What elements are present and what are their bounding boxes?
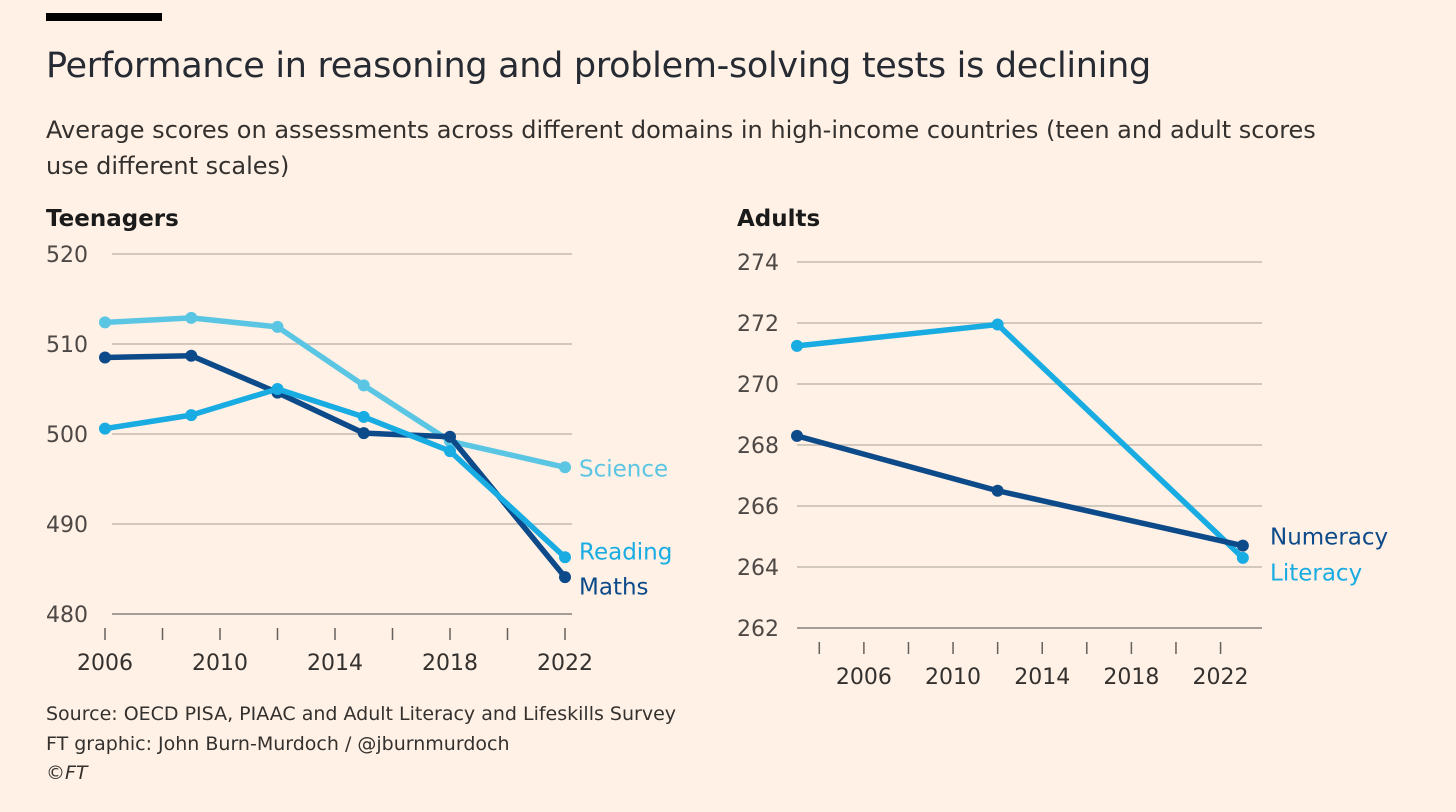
footer: Source: OECD PISA, PIAAC and Adult Liter… [46,700,676,789]
x-tick-label: 2010 [925,665,981,690]
y-tick-label: 266 [737,495,779,520]
data-point-science [99,316,111,329]
y-tick-label: 272 [737,312,779,337]
chart-subtitle: Average scores on assessments across dif… [46,116,1316,180]
data-point-maths [357,427,370,440]
ft-brand-bar [46,13,162,21]
series-line-science [104,315,566,470]
panel-title: Adults [737,206,820,232]
y-tick-label: 270 [737,373,779,398]
data-point-maths [99,351,111,364]
series-label-literacy: Literacy [1270,561,1362,587]
data-point-reading [444,445,456,458]
series-label-numeracy: Numeracy [1270,525,1388,551]
series-line-reading [104,386,567,560]
data-point-science [559,461,571,474]
series-label-maths: Maths [579,574,649,600]
series-label-science: Science [579,456,668,482]
y-tick-label: 480 [46,603,88,628]
data-point-science [271,320,284,333]
x-tick-label: 2018 [422,651,478,676]
data-point-literacy [991,318,1004,331]
x-tick-label: 2006 [77,651,133,676]
x-tick-label: 2006 [836,665,892,690]
series-label-reading: Reading [579,539,672,565]
data-point-literacy [1236,551,1249,564]
y-tick-label: 510 [46,333,88,358]
y-tick-label: 520 [46,243,88,268]
y-tick-label: 500 [46,423,88,448]
y-tick-label: 274 [737,251,779,276]
chart-title: Performance in reasoning and problem-sol… [46,46,1151,86]
data-point-maths [185,349,198,362]
x-tick-label: 2014 [1014,665,1070,690]
series-line-literacy [796,321,1245,560]
data-point-reading [271,383,284,395]
x-tick-label: 2018 [1103,665,1159,690]
data-point-numeracy [791,429,803,442]
series-line-maths [104,352,568,579]
source-note: Source: OECD PISA, PIAAC and Adult Liter… [46,703,677,725]
data-point-maths [559,571,571,584]
data-point-numeracy [991,484,1004,497]
y-tick-label: 268 [737,434,779,459]
y-tick-label: 262 [737,617,779,642]
y-tick-label: 490 [46,513,88,538]
credit-note: FT graphic: John Burn-Murdoch / @jburnmu… [46,732,510,755]
data-point-maths [444,430,456,443]
data-point-numeracy [1236,539,1249,552]
y-tick-label: 264 [737,556,779,581]
data-point-reading [99,422,111,435]
data-point-literacy [791,339,803,352]
data-point-reading [185,409,198,422]
x-tick-label: 2022 [537,651,593,676]
data-point-science [357,379,370,392]
data-point-reading [559,551,571,564]
data-point-reading [357,410,370,423]
x-tick-label: 2010 [192,651,248,676]
data-point-science [185,311,198,324]
panel-title: Teenagers [46,206,179,232]
x-tick-label: 2014 [307,651,363,676]
copyright-note: ©FT [46,762,88,784]
x-tick-label: 2022 [1193,665,1249,690]
